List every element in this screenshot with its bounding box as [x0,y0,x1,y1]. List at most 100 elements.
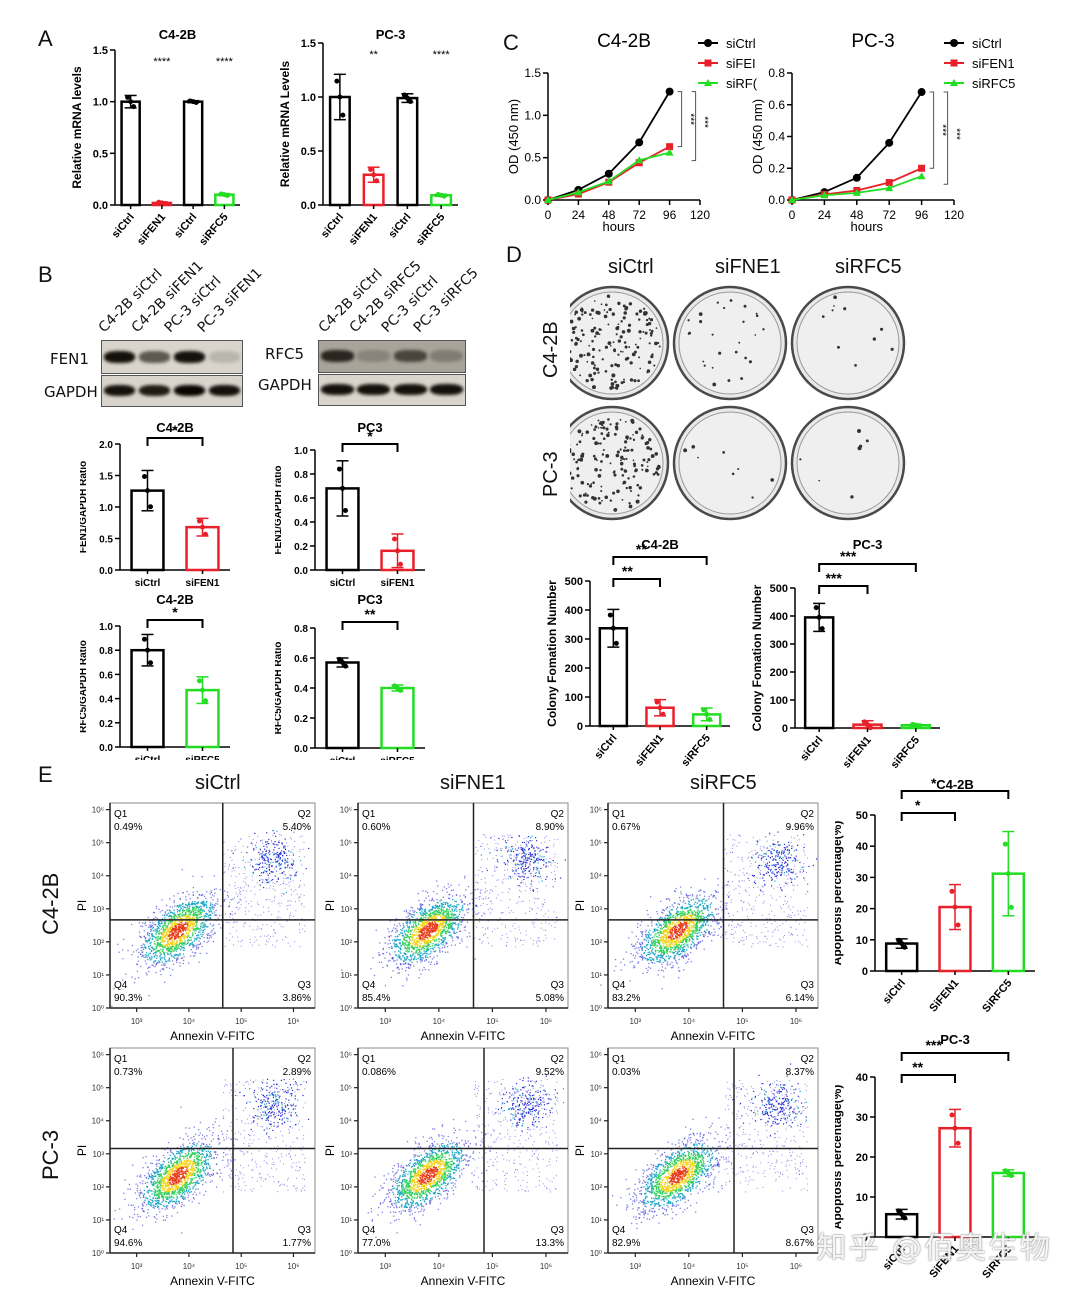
colony-dot [611,312,615,316]
flow-event [172,927,174,929]
flow-event [424,908,427,910]
flow-event [422,928,424,931]
flow-event [461,908,463,910]
y-tick-label: 1.5 [301,38,316,50]
flow-event [443,940,445,942]
flow-event [279,834,281,836]
flow-event [186,923,189,926]
y-axis-label: OD (450 nm) [506,99,521,174]
flow-event [412,940,414,942]
colony-dot [616,489,620,494]
flow-event [172,968,174,971]
flow-event [295,873,297,875]
flow-event [412,926,415,928]
flow-event [408,967,410,969]
flow-event [420,913,422,915]
flow-event [205,903,207,906]
flow-event [420,961,422,963]
flow-event [421,910,423,912]
flow-event [449,893,451,895]
flow-event [199,908,202,910]
chart-title: C4-2B [641,537,679,552]
flow-event [225,898,227,900]
flow-event [293,890,295,892]
flow-event [432,906,434,909]
flow-event [169,921,172,923]
flow-event [262,866,264,868]
flow-event [395,963,398,965]
flow-event [268,877,270,879]
flow-event [273,852,275,854]
flow-event [214,904,216,907]
flow-event [447,912,450,914]
flow-event [488,896,490,898]
flow-event [163,935,165,937]
flow-event [529,840,531,842]
flow-event [426,941,428,943]
flow-event [530,853,532,856]
flow-event [427,895,430,897]
flow-event [254,832,256,834]
flow-event [402,955,404,957]
flow-event [425,912,427,915]
colony-dot [643,311,647,316]
y-tick-label: 10² [340,938,352,947]
flow-event [421,940,423,942]
flow-event [441,946,443,949]
flow-event [423,927,425,929]
flow-event [164,933,167,935]
colony-dot [600,489,603,493]
chart-title: PC3 [357,592,382,607]
flow-event [434,929,436,931]
colony-dot [570,319,574,324]
flow-event [161,938,163,940]
flow-event [420,920,422,923]
flow-event [239,892,241,894]
colony-dot [615,427,619,431]
flow-event [412,942,414,945]
flow-event [388,939,391,941]
flow-event [455,936,458,938]
y-tick-label: 10¹ [92,971,104,980]
flow-event [216,900,219,903]
y-tick-label: 0.4 [294,518,308,529]
flow-event [150,928,152,931]
flow-event [425,932,427,934]
flow-event [184,942,186,944]
flow-event [162,934,164,936]
flow-event [515,864,517,866]
flow-event [301,918,303,920]
flow-event [406,947,409,949]
flow-event [176,947,178,949]
flow-event [546,851,548,853]
flow-event [430,961,433,963]
flow-event [418,923,420,926]
flow-event [530,937,532,939]
flow-event [506,851,508,853]
flow-event [434,913,436,915]
data-point [145,647,150,653]
flow-event [162,968,165,971]
flow-event [271,871,273,873]
flow-event [168,958,170,960]
flow-event [436,926,438,928]
flow-event [421,934,423,937]
flow-event [258,904,260,906]
flow-event [438,940,440,943]
flow-event [210,891,213,893]
flow-event [189,913,192,916]
flow-event [263,845,265,847]
flow-event [530,845,532,847]
flow-event [418,952,420,954]
flow-event [208,937,211,939]
flow-event [165,960,167,962]
flow-event [492,857,494,859]
flow-event [287,858,289,860]
flow-event [430,924,432,926]
flow-event [419,904,421,906]
flow-event [194,938,196,940]
flow-event [520,847,522,849]
flow-event [250,842,253,844]
flow-event [192,946,194,948]
colony-dot [658,345,661,348]
